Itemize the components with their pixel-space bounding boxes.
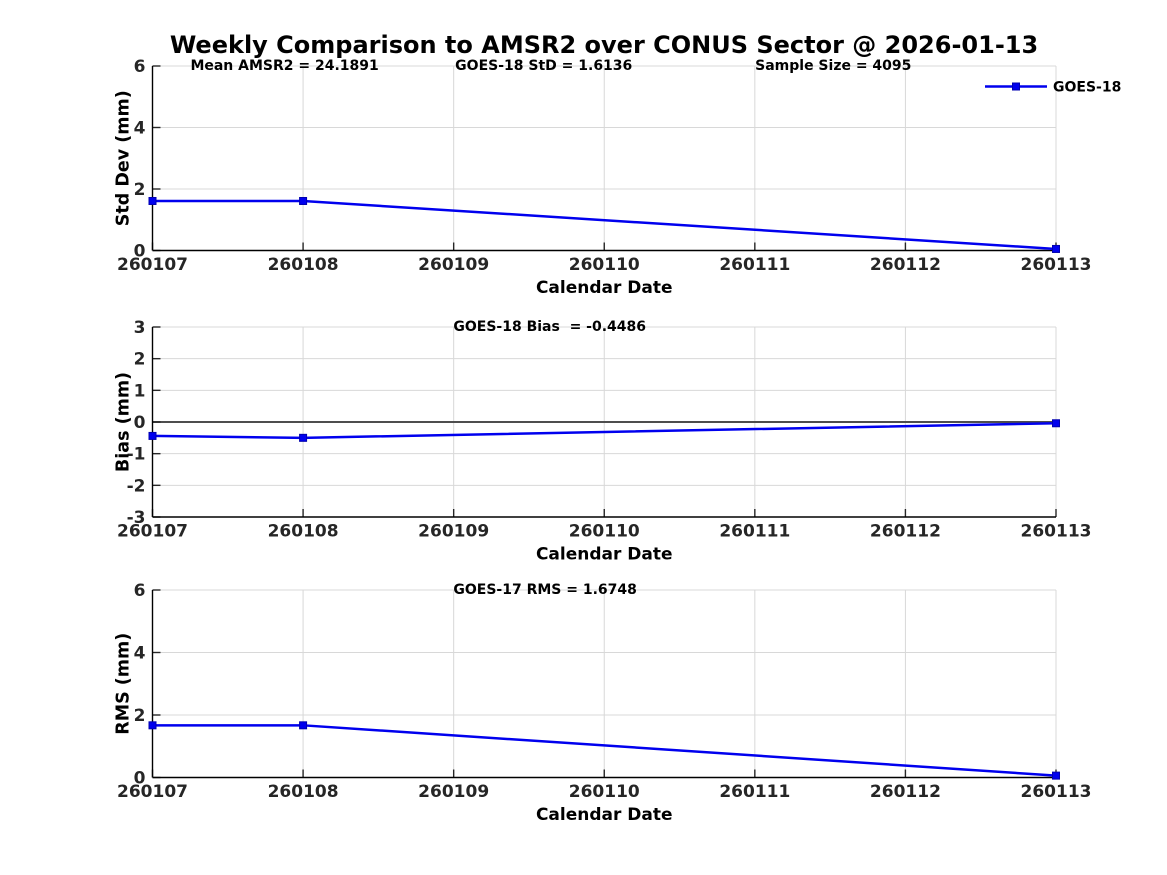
x-tick-label: 260107 bbox=[117, 255, 188, 275]
x-tick-label: 260107 bbox=[117, 522, 188, 542]
x-tick-label: 260112 bbox=[870, 522, 941, 542]
x-tick-label: 260109 bbox=[418, 522, 489, 542]
y-tick-label: 2 bbox=[134, 706, 146, 726]
y-tick-label: 2 bbox=[134, 180, 146, 200]
x-axis-title: Calendar Date bbox=[536, 278, 673, 298]
series-marker bbox=[148, 721, 157, 730]
y-tick-label: 0 bbox=[134, 242, 146, 262]
x-tick-label: 260108 bbox=[268, 782, 339, 802]
x-tick-label: 260107 bbox=[117, 782, 188, 802]
y-tick-label: 3 bbox=[134, 318, 146, 338]
series-marker bbox=[299, 721, 308, 730]
y-tick-label: 2 bbox=[134, 350, 146, 370]
series-marker bbox=[1052, 419, 1060, 428]
y-tick-label: 0 bbox=[134, 413, 146, 433]
x-tick-label: 260111 bbox=[719, 782, 790, 802]
legend-label: GOES-18 bbox=[1053, 80, 1121, 96]
series-marker bbox=[1052, 244, 1060, 253]
series-marker bbox=[148, 196, 157, 205]
subplot-bias: 260107 260108 260109 260110 260111 260112 2601… bbox=[114, 318, 1092, 565]
subplot-annotation: Mean AMSR2 = 24.1891 bbox=[190, 58, 378, 74]
series-marker bbox=[299, 196, 308, 205]
y-tick-label: 6 bbox=[134, 57, 146, 77]
x-tick-label: 260112 bbox=[870, 782, 941, 802]
gridlines bbox=[152, 65, 1057, 251]
subplot-annotation: GOES-18 Bias = -0.4486 bbox=[453, 319, 646, 335]
y-tick-label: 4 bbox=[134, 644, 146, 664]
figure-title: Weekly Comparison to AMSR2 over CONUS Se… bbox=[169, 31, 1039, 59]
y-axis-title: Bias (mm) bbox=[114, 372, 134, 472]
subplot-std-dev: 260107 260108 260109 260110 260111 260112 2601… bbox=[114, 57, 1122, 298]
x-tick-label: 260110 bbox=[569, 782, 640, 802]
series-marker bbox=[299, 433, 308, 442]
gridlines bbox=[152, 589, 1057, 778]
series-marker bbox=[148, 431, 157, 440]
x-tick-label: 260111 bbox=[719, 522, 790, 542]
y-tick-label: 1 bbox=[134, 381, 146, 401]
y-tick-label: -1 bbox=[127, 445, 146, 465]
x-axis-title: Calendar Date bbox=[536, 545, 673, 565]
x-axis-title: Calendar Date bbox=[536, 805, 673, 825]
x-tick-label: 260113 bbox=[1021, 522, 1092, 542]
x-tick-label: 260113 bbox=[1021, 782, 1092, 802]
x-tick-label: 260108 bbox=[268, 255, 339, 275]
x-tick-label: 260108 bbox=[268, 522, 339, 542]
legend: GOES-18 bbox=[985, 80, 1121, 96]
x-tick-label: 260112 bbox=[870, 255, 941, 275]
y-tick-label: -2 bbox=[127, 476, 146, 496]
x-tick-label: 260110 bbox=[569, 522, 640, 542]
x-tick-label: 260109 bbox=[418, 782, 489, 802]
y-tick-label: 0 bbox=[134, 769, 146, 789]
subplot-annotation: GOES-18 StD = 1.6136 bbox=[455, 58, 632, 74]
y-tick-label: 6 bbox=[134, 581, 146, 601]
subplot-annotation: GOES-17 RMS = 1.6748 bbox=[453, 582, 637, 598]
y-tick-label: -3 bbox=[127, 508, 146, 528]
legend-marker-sample bbox=[1012, 82, 1020, 91]
series-marker bbox=[1052, 771, 1060, 780]
x-tick-label: 260111 bbox=[719, 255, 790, 275]
y-tick-label: 4 bbox=[134, 119, 146, 139]
x-tick-label: 260110 bbox=[569, 255, 640, 275]
y-axis-title: RMS (mm) bbox=[114, 633, 134, 735]
subplot-rms: 260107 260108 260109 260110 260111 260112 2601… bbox=[114, 581, 1092, 825]
x-tick-label: 260109 bbox=[418, 255, 489, 275]
y-axis-title: Std Dev (mm) bbox=[114, 90, 134, 226]
x-tick-label: 260113 bbox=[1021, 255, 1092, 275]
subplot-annotation: Sample Size = 4095 bbox=[755, 58, 911, 74]
